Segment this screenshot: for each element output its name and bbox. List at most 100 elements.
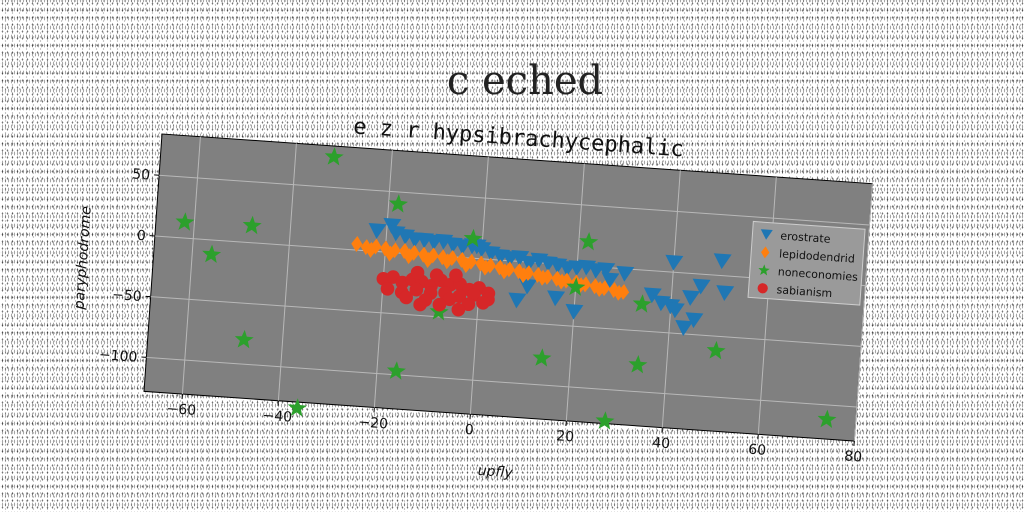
erostrate-point xyxy=(682,290,701,306)
erostrate-point xyxy=(547,290,566,307)
noneconomies-point xyxy=(242,215,262,235)
x-tick-label: 60 xyxy=(748,442,767,459)
chart: −60 −40 −20 0 20 40 60 80 500−50−100 e z r hyps… xyxy=(72,114,873,481)
lepidodendrid-point xyxy=(460,257,472,274)
legend-box xyxy=(747,220,866,306)
y-grid-line xyxy=(146,356,857,408)
lepidodendrid-point xyxy=(494,259,506,276)
x-axis-ticks: −60 −40 −20 0 20 40 60 80 xyxy=(166,394,863,466)
x-tick-label: −40 xyxy=(262,408,293,426)
erostrate-point xyxy=(519,278,537,295)
lepidodendrid-point xyxy=(589,278,601,295)
erostrate-point xyxy=(692,278,711,295)
x-grid-line xyxy=(853,183,873,442)
noneconomies-point xyxy=(324,147,344,166)
erostrate-point xyxy=(511,250,530,266)
lepidodendrid-point xyxy=(384,245,396,262)
noneconomies-point xyxy=(706,340,726,360)
lepidodendrid-point xyxy=(532,266,544,283)
noneconomies-point xyxy=(632,294,652,313)
lepidodendrid-point xyxy=(613,284,625,301)
lepidodendrid-point xyxy=(536,269,549,286)
erostrate-point xyxy=(685,312,704,329)
data-points xyxy=(175,147,837,430)
lepidodendrid-point xyxy=(456,251,468,268)
legend: erostrate lepidodendridnoneconomiessabian… xyxy=(747,220,866,306)
x-tick-label: −60 xyxy=(166,401,197,419)
noneconomies-point xyxy=(202,244,222,264)
sabianism-point xyxy=(432,297,447,312)
legend-marker-sabianism xyxy=(757,283,768,294)
legend-label: noneconomies xyxy=(777,265,858,284)
sabianism-point xyxy=(449,268,463,283)
lepidodendrid-point xyxy=(556,273,568,290)
x-tick-label: 0 xyxy=(464,422,474,439)
noneconomies-point xyxy=(817,409,837,429)
noneconomies-point xyxy=(628,354,648,374)
lepidodendrid-point xyxy=(360,239,372,256)
noneconomies-point xyxy=(595,411,615,430)
erostrate-point xyxy=(675,320,694,336)
series-lepidodendrid xyxy=(351,236,630,301)
erostrate-point xyxy=(508,292,527,309)
lepidodendrid-point xyxy=(437,249,449,266)
y-tick-label: −100 xyxy=(98,347,137,366)
erostrate-point xyxy=(601,272,620,289)
lepidodendrid-point xyxy=(365,241,377,258)
x-tick-label: −20 xyxy=(358,414,389,432)
sabianism-point xyxy=(380,282,395,296)
series-erostrate xyxy=(368,217,735,336)
x-axis-label: upfly xyxy=(477,463,514,481)
noneconomies-point xyxy=(579,231,599,251)
lepidodendrid-point xyxy=(517,267,530,284)
y-tick-label: 50 xyxy=(132,166,151,183)
erostrate-point xyxy=(565,303,584,320)
erostrate-point xyxy=(716,285,735,301)
y-axis-label: paryphodrome xyxy=(72,206,95,311)
sabianism-point xyxy=(409,282,424,297)
x-tick-label: 80 xyxy=(844,448,863,465)
erostrate-point xyxy=(597,262,616,279)
erostrate-point xyxy=(713,253,732,270)
lepidodendrid-point xyxy=(418,246,430,263)
sabianism-point xyxy=(410,265,425,280)
noneconomies-point xyxy=(287,398,307,417)
noneconomies-point xyxy=(463,228,483,248)
lepidodendrid-point xyxy=(594,281,606,298)
erostrate-point xyxy=(616,265,635,282)
erostrate-point xyxy=(368,222,387,239)
lepidodendrid-point xyxy=(479,259,491,276)
x-grid-line xyxy=(661,170,681,428)
noneconomies-point xyxy=(234,329,254,349)
sabianism-point xyxy=(461,297,476,312)
sabianism-point xyxy=(451,302,466,317)
sabianism-point xyxy=(442,292,457,307)
noneconomies-point xyxy=(175,212,195,231)
sabianism-point xyxy=(476,296,490,310)
legend-label: sabianism xyxy=(776,283,833,300)
sabianism-point xyxy=(429,268,444,283)
legend-marker-lepidodendrid xyxy=(761,246,770,259)
noneconomies-point xyxy=(566,277,586,296)
erostrate-point xyxy=(383,217,402,234)
lepidodendrid-point xyxy=(422,251,434,268)
legend-label: erostrate xyxy=(780,229,831,245)
legend-label: lepidodendrid xyxy=(779,247,856,265)
series-sabianism xyxy=(376,265,496,317)
lepidodendrid-point xyxy=(475,255,487,272)
grid xyxy=(146,136,873,442)
lepidodendrid-point xyxy=(608,282,620,299)
y-axis-ticks: 50 0 −50 −100 xyxy=(98,166,160,366)
series-noneconomies xyxy=(175,147,837,430)
noneconomies-point xyxy=(532,348,552,367)
lepidodendrid-point xyxy=(441,253,453,270)
lepidodendrid-point xyxy=(379,240,392,257)
lepidodendrid-point xyxy=(403,248,415,265)
lepidodendrid-point xyxy=(551,270,563,287)
y-tick-label: −50 xyxy=(112,287,143,305)
noneconomies-point xyxy=(386,361,406,380)
x-grid-line xyxy=(277,143,297,401)
x-grid-line xyxy=(565,163,585,421)
lepidodendrid-point xyxy=(351,236,363,252)
